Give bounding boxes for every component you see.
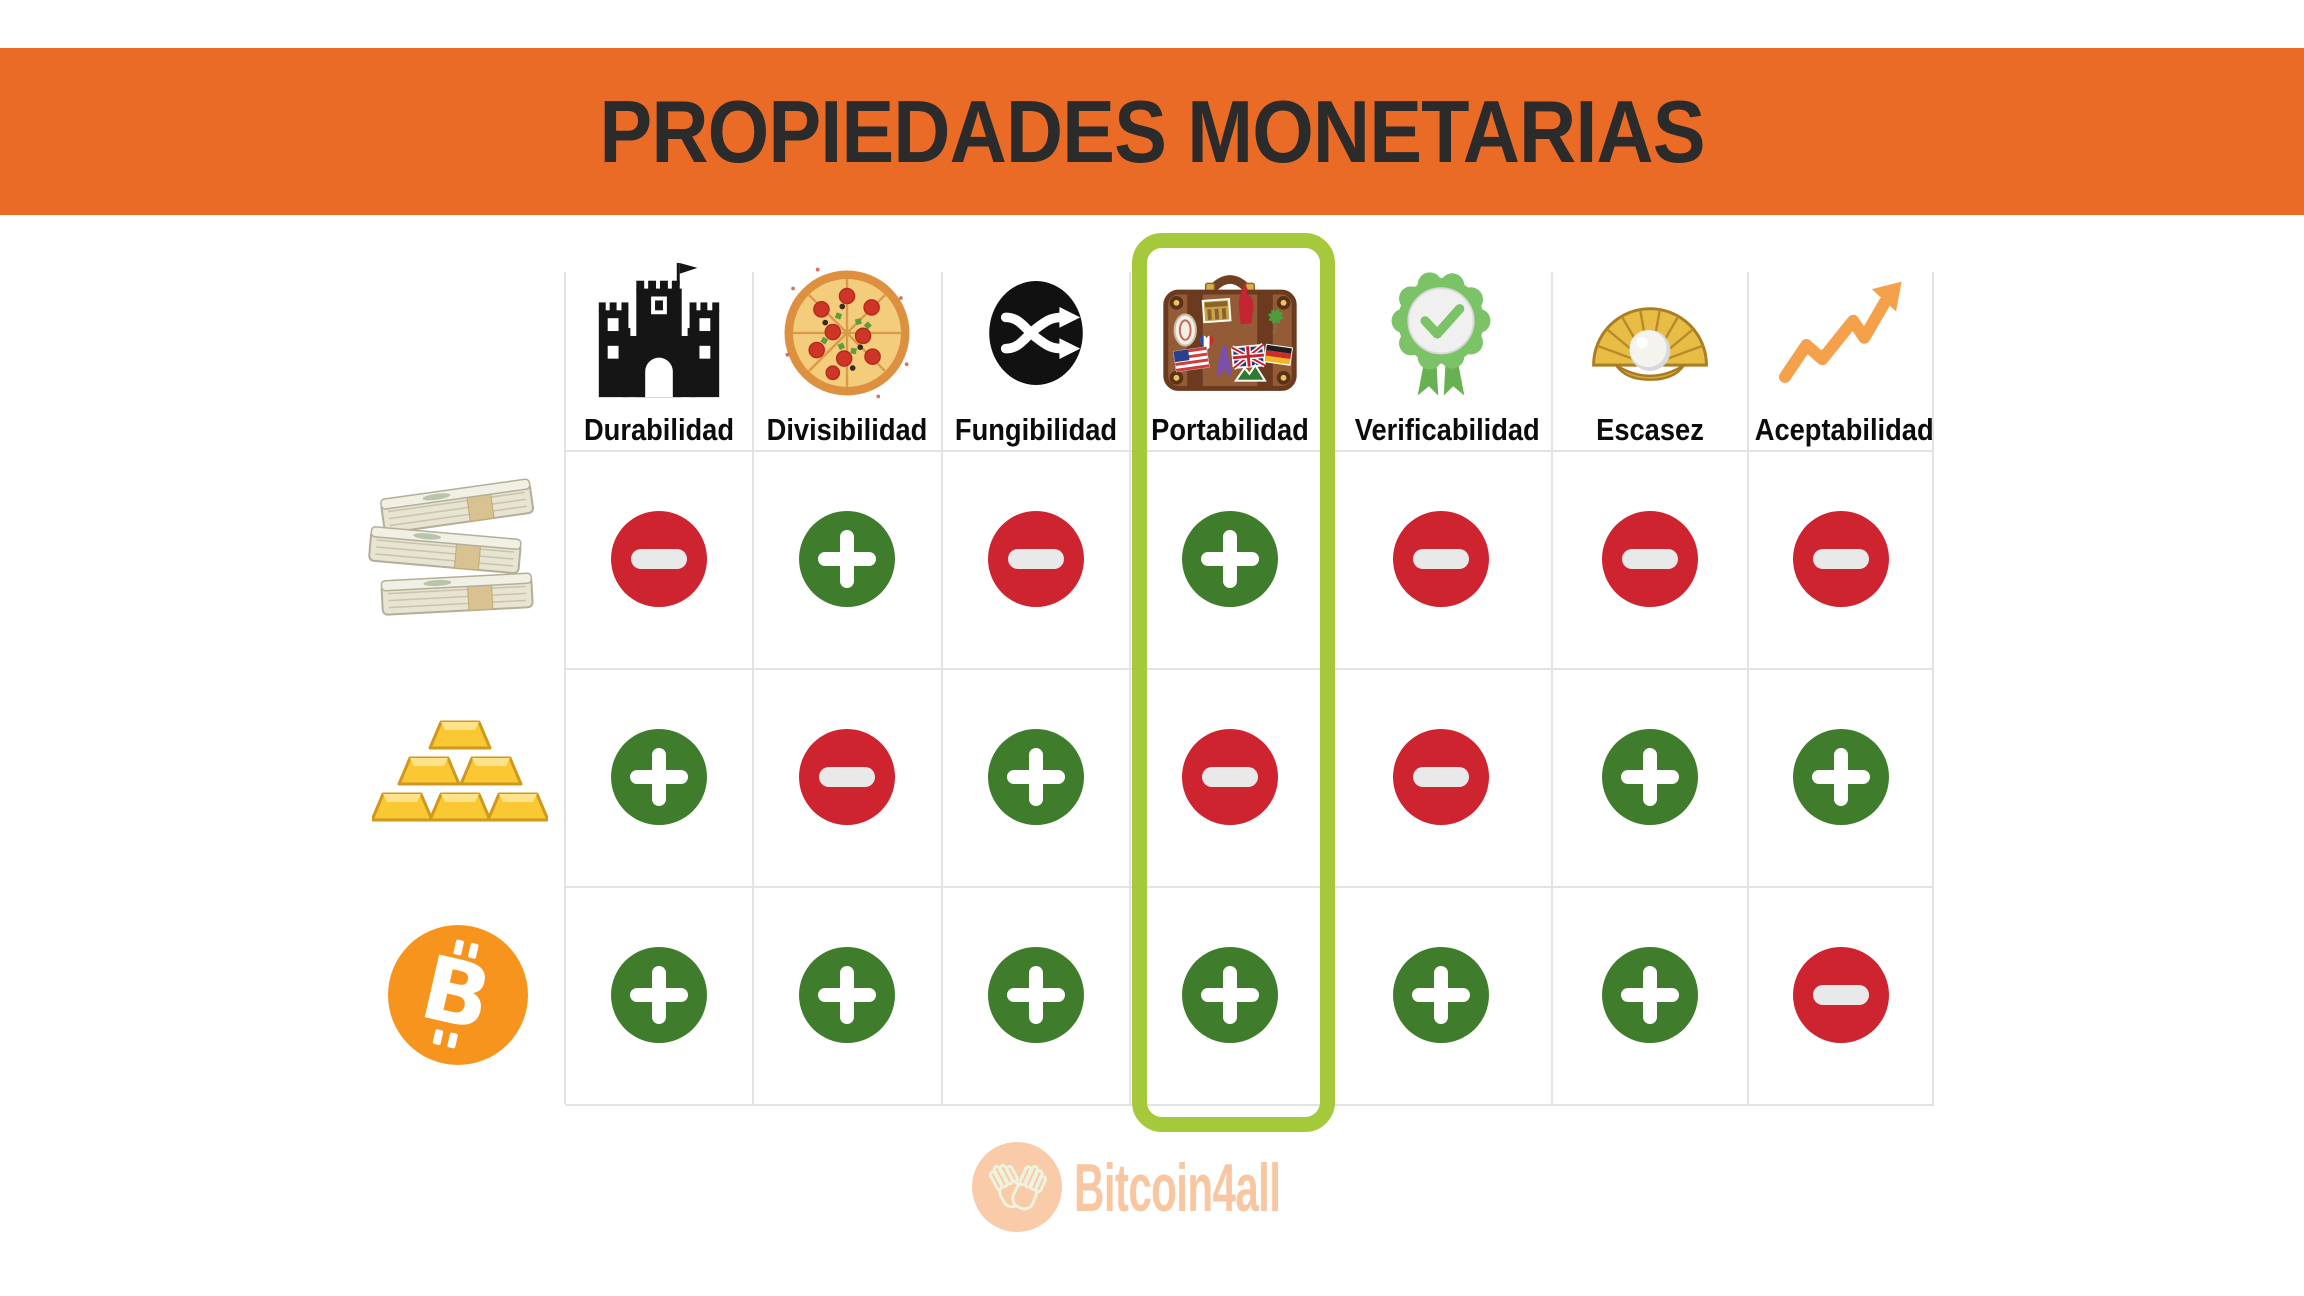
cell-durabilidad-gold xyxy=(611,729,707,825)
cell-durabilidad-bitcoin xyxy=(611,947,707,1043)
column-label: Escasez xyxy=(1596,412,1704,447)
title-band: PROPIEDADES MONETARIAS xyxy=(0,48,2304,215)
brand-name: Bitcoin4all xyxy=(1074,1150,1281,1226)
gold-bars-icon xyxy=(370,702,550,857)
grid-vline xyxy=(1747,272,1749,1104)
column-label: Durabilidad xyxy=(583,412,735,447)
suitcase-icon xyxy=(1132,258,1328,408)
column-header-aceptabilidad: Aceptabilidad xyxy=(1743,258,1939,448)
column-header-portabilidad: Portabilidad xyxy=(1132,258,1328,448)
page-title: PROPIEDADES MONETARIAS xyxy=(599,81,1705,181)
column-header-escasez: Escasez xyxy=(1552,258,1748,448)
grid-vline xyxy=(1932,272,1934,1104)
cell-aceptabilidad-bitcoin xyxy=(1793,947,1889,1043)
castle-icon xyxy=(561,258,757,408)
grid-vline xyxy=(752,272,754,1104)
money-stacks-icon xyxy=(348,477,548,642)
cell-divisibilidad-gold xyxy=(799,729,895,825)
grid-vline xyxy=(564,272,566,1104)
column-header-durabilidad: Durabilidad xyxy=(561,258,757,448)
grid-hline xyxy=(565,1104,1934,1106)
cell-portabilidad-bitcoin xyxy=(1182,947,1278,1043)
column-label: Verificabilidad xyxy=(1354,412,1540,447)
grid-hline xyxy=(565,450,1934,452)
cell-fungibilidad-gold xyxy=(988,729,1084,825)
cell-fungibilidad-cash xyxy=(988,511,1084,607)
pizza-icon xyxy=(749,258,945,408)
cell-escasez-cash xyxy=(1602,511,1698,607)
cell-verificabilidad-bitcoin xyxy=(1393,947,1489,1043)
grid-vline xyxy=(1129,272,1131,1104)
cell-divisibilidad-bitcoin xyxy=(799,947,895,1043)
column-label: Divisibilidad xyxy=(766,412,928,447)
bitcoin-icon: B xyxy=(388,925,528,1070)
column-header-verificabilidad: Verificabilidad xyxy=(1343,258,1540,448)
cell-verificabilidad-gold xyxy=(1393,729,1489,825)
portabilidad-highlight-box xyxy=(1132,233,1335,1132)
column-label: Aceptabilidad xyxy=(1754,412,1934,447)
column-label: Fungibilidad xyxy=(954,412,1118,447)
column-label: Portabilidad xyxy=(1151,412,1309,447)
shell-pearl-icon xyxy=(1552,258,1748,408)
ribbon-check-icon xyxy=(1343,258,1539,408)
grid-hline xyxy=(565,886,1934,888)
cell-aceptabilidad-cash xyxy=(1793,511,1889,607)
cell-escasez-bitcoin xyxy=(1602,947,1698,1043)
grid-hline xyxy=(565,668,1934,670)
cell-portabilidad-gold xyxy=(1182,729,1278,825)
column-header-fungibilidad: Fungibilidad xyxy=(938,258,1134,448)
cell-escasez-gold xyxy=(1602,729,1698,825)
grid-vline xyxy=(1551,272,1553,1104)
column-header-divisibilidad: Divisibilidad xyxy=(749,258,945,448)
cell-verificabilidad-cash xyxy=(1393,511,1489,607)
cell-aceptabilidad-gold xyxy=(1793,729,1889,825)
grid-vline xyxy=(941,272,943,1104)
rising-chart-icon xyxy=(1743,258,1939,408)
clapping-hands-icon xyxy=(972,1142,1062,1237)
cell-durabilidad-cash xyxy=(611,511,707,607)
shuffle-icon xyxy=(938,258,1134,408)
cell-divisibilidad-cash xyxy=(799,511,895,607)
cell-portabilidad-cash xyxy=(1182,511,1278,607)
cell-fungibilidad-bitcoin xyxy=(988,947,1084,1043)
